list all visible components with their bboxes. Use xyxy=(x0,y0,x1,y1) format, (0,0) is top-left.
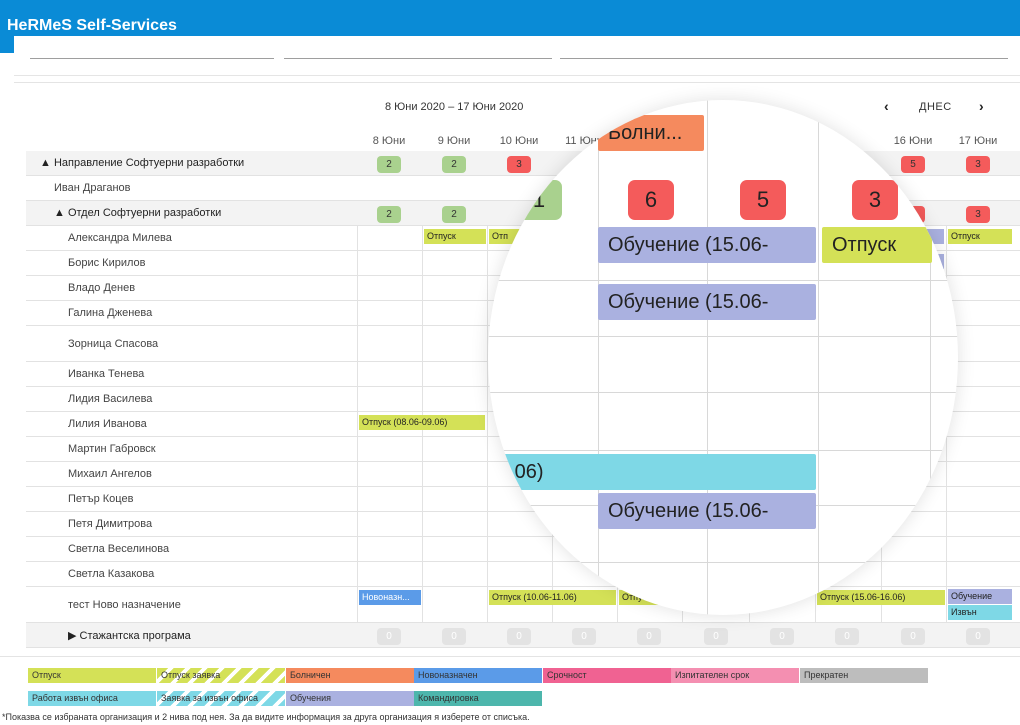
count-badge: 6 xyxy=(628,180,674,220)
legend-item: Заявка за извън офиса xyxy=(157,691,285,706)
remote-event[interactable]: Извън xyxy=(948,605,1012,620)
day-header: 16 Юни xyxy=(893,135,933,147)
magnified-divider xyxy=(598,100,599,615)
count-badge: 0 xyxy=(377,628,401,645)
row-label: Иванка Тенева xyxy=(68,368,145,380)
vacation-event[interactable]: Отпуск xyxy=(822,227,932,263)
vacation-event[interactable]: Отпуск (15.06-16.06) xyxy=(817,590,945,605)
count-badge: 3 xyxy=(507,156,531,173)
chevron-right-icon[interactable]: › xyxy=(979,98,984,114)
count-badge: 3 xyxy=(966,206,990,223)
row-label: Галина Дженева xyxy=(68,307,153,319)
count-badge: 0 xyxy=(966,628,990,645)
row-label: Иван Драганов xyxy=(54,182,131,194)
column-divider xyxy=(357,225,358,622)
count-badge: 5 xyxy=(740,180,786,220)
row-label: Зорница Спасова xyxy=(68,337,159,350)
row-label: тест Ново назначение xyxy=(68,598,181,611)
filter-field-1[interactable] xyxy=(30,58,274,59)
vacation-event[interactable]: Отпуск (08.06-09.06) xyxy=(359,415,485,430)
count-badge: 2 xyxy=(442,206,466,223)
legend-item: Обучения xyxy=(286,691,414,706)
legend-item: Новоназначен xyxy=(414,668,542,683)
employee-row: Светла Казакова xyxy=(26,562,1020,587)
legend xyxy=(0,656,1020,725)
magnifier-lens: Болни... 1 6 5 3 Обучение (15.06- Отпуск… xyxy=(488,100,958,615)
count-badge: 2 xyxy=(377,156,401,173)
filter-field-2[interactable] xyxy=(284,58,552,59)
count-badge: 0 xyxy=(572,628,596,645)
count-badge: 0 xyxy=(770,628,794,645)
magnified-divider xyxy=(488,336,958,337)
training-event[interactable]: Обучение (15.06- xyxy=(598,493,816,529)
remote-event[interactable]: 5.06) xyxy=(488,454,816,490)
legend-item: Срочност xyxy=(543,668,671,683)
employee-row: Светла Веселинова xyxy=(26,537,1020,562)
chevron-left-icon[interactable]: ‹ xyxy=(884,98,889,114)
app-title: HeRMeS Self-Services xyxy=(7,17,177,34)
row-label: Светла Веселинова xyxy=(68,543,170,555)
filter-bar xyxy=(14,36,1020,76)
row-label: ▲ Отдел Софтуерни разработки xyxy=(54,207,222,219)
row-label: Мартин Габровск xyxy=(68,443,156,455)
legend-item: Командировка xyxy=(414,691,542,706)
count-badge: 5 xyxy=(901,156,925,173)
magnified-divider xyxy=(488,392,958,393)
row-label: Лидия Василева xyxy=(68,393,153,405)
filter-field-3[interactable] xyxy=(560,58,1008,59)
count-badge: 1 xyxy=(516,180,562,220)
day-header: 8 Юни xyxy=(372,135,406,147)
row-label: Светла Казакова xyxy=(68,568,155,580)
count-badge: 0 xyxy=(507,628,531,645)
row-label: Петър Коцев xyxy=(68,493,134,505)
day-header: 9 Юни xyxy=(437,135,471,147)
column-divider xyxy=(487,225,488,622)
vacation-event[interactable]: Отпуск xyxy=(948,229,1012,244)
legend-item: Изпитателен срок xyxy=(671,668,799,683)
magnified-divider xyxy=(488,450,958,451)
count-badge: 2 xyxy=(442,156,466,173)
magnified-divider xyxy=(488,562,958,563)
training-event[interactable]: Обучение xyxy=(948,589,1012,604)
new-hire-event[interactable]: Новоназн... xyxy=(359,590,421,605)
row-label: Александра Милева xyxy=(68,232,172,244)
row-label: Лилия Иванова xyxy=(68,418,147,430)
date-range-label: 8 Юни 2020 – 17 Юни 2020 xyxy=(385,101,524,113)
magnified-divider xyxy=(707,100,708,615)
row-label: ▲ Направление Софтуерни разработки xyxy=(40,157,245,169)
count-badge: 2 xyxy=(377,206,401,223)
footnote: *Показва се избраната организация и 2 ни… xyxy=(2,712,530,722)
legend-item: Отпуск заявка xyxy=(157,668,285,683)
vacation-event[interactable]: Отпуск xyxy=(424,229,486,244)
vacation-event[interactable]: Отпуск (10.06-11.06) xyxy=(489,590,616,605)
magnified-divider xyxy=(930,100,931,615)
magnified-divider xyxy=(818,100,819,615)
training-event[interactable]: Обучение (15.06- xyxy=(598,284,816,320)
magnified-divider xyxy=(488,280,958,281)
row-label: Борис Кирилов xyxy=(68,257,146,269)
count-badge: 0 xyxy=(637,628,661,645)
employee-row: Петя Димитрова xyxy=(26,512,1020,537)
count-badge: 3 xyxy=(852,180,898,220)
legend-item: Прекратен xyxy=(800,668,928,683)
day-header: 17 Юни xyxy=(958,135,998,147)
day-header: 10 Юни xyxy=(499,135,539,147)
employee-row: тест Ново назначение xyxy=(26,587,1020,623)
training-event[interactable]: Обучение (15.06- xyxy=(598,227,816,263)
legend-item: Отпуск xyxy=(28,668,156,683)
sick-leave-event[interactable]: Болни... xyxy=(598,115,704,151)
count-badge: 3 xyxy=(966,156,990,173)
today-button[interactable]: ДНЕС xyxy=(919,101,952,113)
count-badge: 0 xyxy=(442,628,466,645)
row-label: Михаил Ангелов xyxy=(68,468,152,480)
employee-row: Петър Коцев xyxy=(26,487,1020,512)
count-badge: 0 xyxy=(835,628,859,645)
row-label: Владо Денев xyxy=(68,282,136,294)
legend-item: Болничен xyxy=(286,668,414,683)
count-badge: 0 xyxy=(901,628,925,645)
legend-item: Работа извън офиса xyxy=(28,691,156,706)
row-label: Петя Димитрова xyxy=(68,518,153,530)
count-badge: 0 xyxy=(704,628,728,645)
row-label: ▶ Стажантска програма xyxy=(68,629,191,642)
